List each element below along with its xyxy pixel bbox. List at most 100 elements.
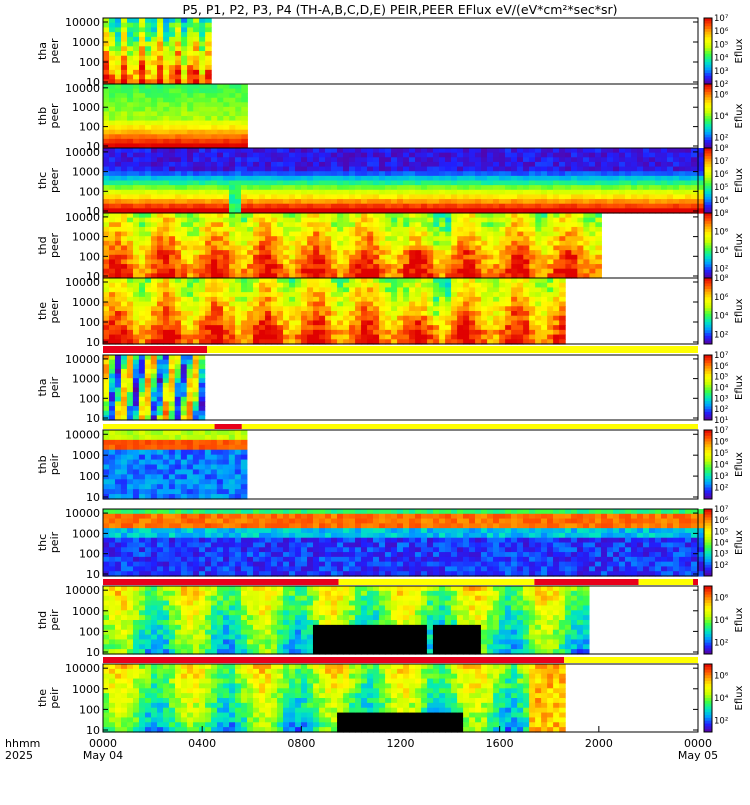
spectrogram-cell — [595, 171, 602, 176]
spectrogram-cell — [511, 241, 518, 246]
spectrogram-cell — [655, 190, 662, 195]
spectrogram-cell — [391, 320, 398, 325]
spectrogram-cell — [517, 283, 524, 288]
spectrogram-cell — [139, 374, 146, 379]
spectrogram-cell — [313, 269, 320, 274]
spectrogram-cell — [163, 465, 170, 471]
spectrogram-cell — [127, 469, 134, 475]
spectrogram-cell — [499, 287, 506, 292]
spectrogram-cell — [199, 185, 206, 190]
spectrogram-cell — [289, 157, 296, 162]
spectrogram-cell — [247, 330, 254, 335]
spectrogram-cell — [403, 311, 410, 316]
spectrogram-cell — [163, 283, 170, 288]
spectrogram-cell — [121, 246, 128, 251]
spectrogram-cell — [157, 93, 164, 98]
spectrogram-cell — [535, 330, 542, 335]
spectrogram-cell — [367, 162, 374, 167]
spectrogram-cell — [481, 222, 488, 227]
spectrogram-cell — [247, 176, 254, 181]
spectrogram-cell — [235, 157, 242, 162]
spectrogram-cell — [181, 455, 188, 461]
spectrogram-cell — [493, 320, 500, 325]
spectrogram-cell — [127, 102, 134, 107]
spectrogram-cell — [499, 311, 506, 316]
spectrogram-cell — [529, 213, 536, 218]
spectrogram-cell — [625, 181, 632, 186]
spectrogram-cell — [481, 259, 488, 264]
spectrogram-cell — [115, 360, 122, 365]
spectrogram-cell — [193, 283, 200, 288]
colorbar-tick-label: 10⁶ — [714, 293, 729, 303]
spectrogram-cell — [619, 167, 626, 172]
spectrogram-cell — [205, 51, 212, 56]
spectrogram-cell — [223, 84, 230, 89]
spectrogram-cell — [331, 190, 338, 195]
spectrogram-cell — [295, 236, 302, 241]
spectrogram-cell — [163, 440, 170, 446]
spectrogram-cell — [673, 157, 680, 162]
spectrogram-cell — [193, 383, 200, 388]
spectrogram-cell — [205, 306, 212, 311]
spectrogram-cell — [253, 283, 260, 288]
spectrogram-cell — [457, 278, 464, 283]
spectrogram-cell — [109, 37, 116, 42]
spectrogram-cell — [235, 335, 242, 340]
spectrogram-cell — [151, 42, 158, 47]
spectrogram-cell — [463, 213, 470, 218]
spectrogram-cell — [151, 330, 158, 335]
spectrogram-cell — [187, 430, 194, 436]
spectrogram-cell — [445, 320, 452, 325]
spectrogram-cell — [439, 176, 446, 181]
spectrogram-cell — [397, 297, 404, 302]
spectrogram-cell — [127, 283, 134, 288]
spectrogram-cell — [193, 460, 200, 466]
spectrogram-cell — [481, 278, 488, 283]
spectrogram-cell — [535, 306, 542, 311]
spectrogram-cell — [433, 335, 440, 340]
spectrogram-cell — [283, 171, 290, 176]
spectrogram-cell — [217, 194, 224, 199]
spectrogram-cell — [379, 148, 386, 153]
spectrogram-cell — [385, 190, 392, 195]
spectrogram-cell — [391, 153, 398, 158]
spectrogram-cell — [391, 148, 398, 153]
spectrogram-cell — [175, 364, 182, 369]
spectrogram-cell — [463, 236, 470, 241]
spectrogram-cell — [145, 236, 152, 241]
spectrogram-cell — [109, 355, 116, 360]
spectrogram-cell — [397, 325, 404, 330]
spectrogram-cell — [565, 167, 572, 172]
spectrogram-cell — [475, 222, 482, 227]
spectrogram-cell — [529, 325, 536, 330]
spectrogram-cell — [355, 250, 362, 255]
spectrogram-cell — [277, 325, 284, 330]
spectrogram-cell — [373, 153, 380, 158]
spectrogram-cell — [355, 302, 362, 307]
spectrogram-cell — [433, 255, 440, 260]
spectrogram-cell — [415, 302, 422, 307]
spectrogram-cell — [601, 181, 608, 186]
spectrogram-cell — [181, 153, 188, 158]
spectrogram-cell — [187, 325, 194, 330]
spectrogram-cell — [511, 190, 518, 195]
spectrogram-cell — [691, 190, 698, 195]
spectrogram-cell — [175, 406, 182, 411]
spectrogram-cell — [187, 297, 194, 302]
spectrogram-cell — [601, 157, 608, 162]
spectrogram-cell — [397, 194, 404, 199]
spectrogram-cell — [205, 162, 212, 167]
spectrogram-cell — [205, 287, 212, 292]
spectrogram-cell — [511, 171, 518, 176]
spectrogram-cell — [499, 302, 506, 307]
spectrogram-cell — [313, 190, 320, 195]
spectrogram-cell — [343, 330, 350, 335]
spectrogram-cell — [541, 241, 548, 246]
spectrogram-cell — [151, 167, 158, 172]
spectrogram-cell — [511, 222, 518, 227]
spectrogram-cell — [541, 316, 548, 321]
spectrogram-cell — [559, 325, 566, 330]
spectrogram-cell — [325, 218, 332, 223]
spectrogram-cell — [169, 89, 176, 94]
